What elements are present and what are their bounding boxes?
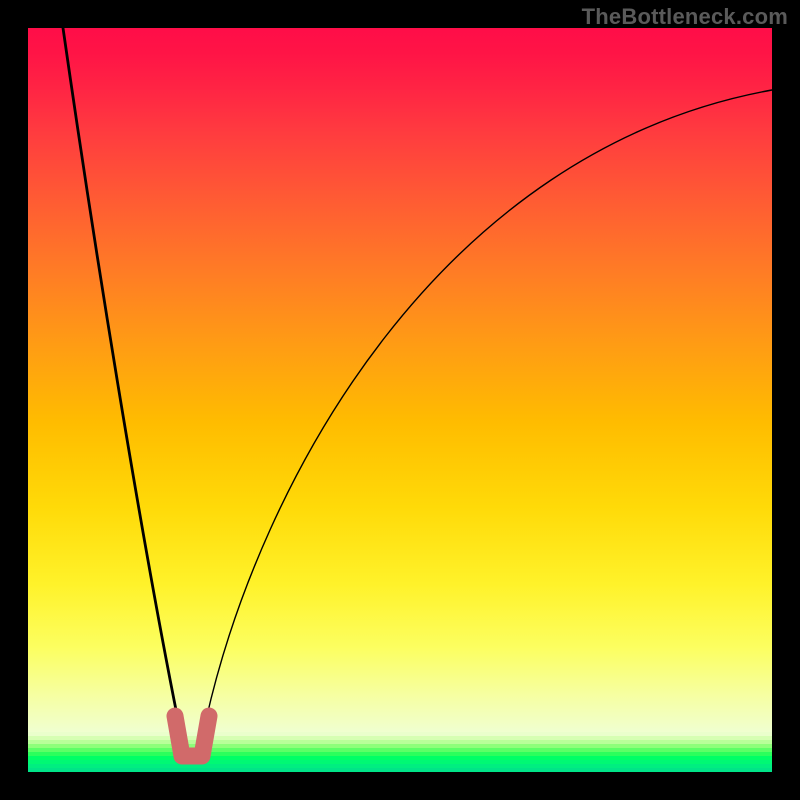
chart-root: TheBottleneck.com	[0, 0, 800, 800]
bottleneck-chart	[0, 0, 800, 800]
green-band	[28, 732, 772, 772]
watermark-text: TheBottleneck.com	[582, 4, 788, 30]
gradient-area	[28, 28, 772, 732]
